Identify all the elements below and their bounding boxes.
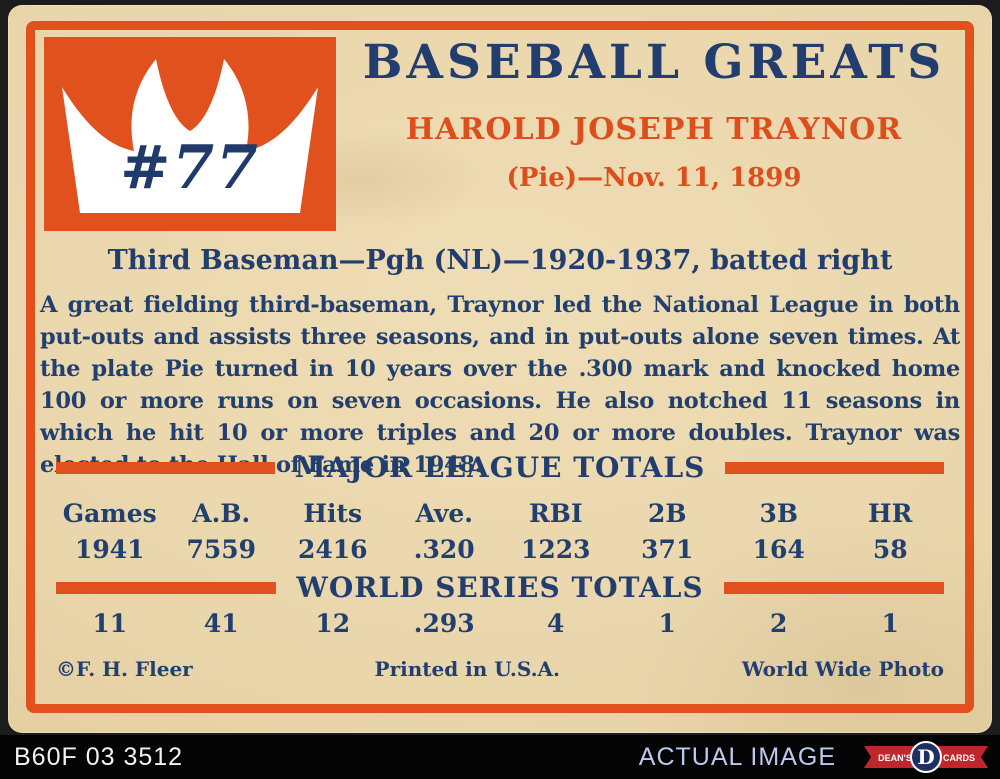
printed-in-usa: Printed in U.S.A. [374, 657, 561, 681]
card-number-box: #77 [44, 37, 336, 231]
nickname-birthdate: (Pie)—Nov. 11, 1899 [506, 163, 802, 193]
logo-right-text: CARDS [943, 753, 975, 763]
stat-header-hits: Hits [303, 499, 363, 528]
fleer-crown-icon [62, 59, 318, 213]
stat-header-3b: 3B [759, 499, 799, 528]
deans-cards-logo: DEAN'S CARDS D [864, 741, 988, 773]
card-header: BASEBALL GREATS HAROLD JOSEPH TRAYNOR (P… [338, 35, 970, 193]
actual-image-label: ACTUAL IMAGE [638, 742, 836, 771]
ml-2b: 371 [641, 535, 694, 564]
baseball-card-back: #77 BASEBALL GREATS HAROLD JOSEPH TRAYNO… [8, 5, 992, 733]
logo-left-text: DEAN'S [878, 753, 912, 763]
ws-hr: 1 [881, 609, 899, 638]
ml-3b: 164 [752, 535, 805, 564]
player-name: HAROLD JOSEPH TRAYNOR [405, 112, 903, 147]
ws-2b: 1 [658, 609, 676, 638]
major-league-totals-title: MAJOR LEAGUE TOTALS [294, 451, 706, 484]
divider-bar-left [56, 581, 277, 594]
player-bio: A great fielding third-baseman, Traynor … [40, 292, 960, 478]
ws-rbi: 4 [547, 609, 565, 638]
world-wide-photo: World Wide Photo [741, 657, 944, 681]
copyright-fleer: ©F. H. Fleer [56, 657, 193, 681]
ws-ave: .293 [413, 609, 475, 638]
position-line: Third Baseman—Pgh (NL)—1920-1937, batted… [107, 245, 893, 276]
ml-ab: 7559 [186, 535, 257, 564]
world-series-totals-heading: WORLD SERIES TOTALS [56, 571, 945, 604]
stat-header-2b: 2B [647, 499, 687, 528]
ws-ab: 41 [203, 609, 239, 638]
card-title: BASEBALL GREATS [362, 35, 946, 90]
stat-header-games: Games [62, 499, 157, 528]
major-league-totals-heading: MAJOR LEAGUE TOTALS [56, 451, 944, 484]
world-series-totals-title: WORLD SERIES TOTALS [296, 571, 704, 604]
ws-3b: 2 [770, 609, 788, 638]
logo-initial: D [917, 745, 934, 769]
ml-rbi: 1223 [520, 535, 591, 564]
stat-header-rbi: RBI [528, 499, 583, 528]
stat-header-ab: A.B. [192, 499, 251, 528]
stat-header-hr: HR [868, 499, 913, 528]
divider-bar-left [56, 461, 275, 474]
stat-header-ave: Ave. [415, 499, 474, 528]
ws-hits: 12 [315, 609, 351, 638]
ml-hits: 2416 [297, 535, 368, 564]
divider-bar-right [723, 581, 945, 594]
stats-header-row: Games A.B. Hits Ave. RBI 2B 3B HR [54, 499, 946, 528]
ml-ave: .320 [413, 535, 475, 564]
ws-games: 11 [92, 609, 128, 638]
divider-bar-right [725, 461, 944, 474]
ml-hr: 58 [872, 535, 908, 564]
ml-games: 1941 [74, 535, 145, 564]
card-number: #77 [120, 133, 260, 203]
scan-code: B60F 03 3512 [14, 742, 184, 771]
world-series-values-row: 11 41 12 .293 4 1 2 1 [54, 609, 946, 638]
major-league-values-row: 1941 7559 2416 .320 1223 371 164 58 [54, 535, 946, 564]
bottom-bar: B60F 03 3512 ACTUAL IMAGE DEAN'S CARDS D [0, 735, 1000, 779]
card-footer: ©F. H. Fleer Printed in U.S.A. World Wid… [56, 657, 944, 681]
